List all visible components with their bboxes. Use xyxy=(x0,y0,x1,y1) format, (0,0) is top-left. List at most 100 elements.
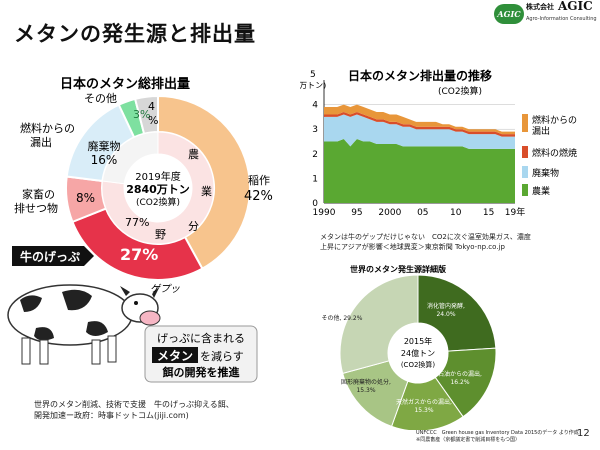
cow-pct: 27% xyxy=(120,245,158,264)
logo-brand: AGIC xyxy=(558,0,593,13)
world-slice-label: 消化管内発酵, xyxy=(427,302,465,310)
world-center-line-3: (CO2換算) xyxy=(401,360,436,369)
left-center-line-3: (CO2換算) xyxy=(136,196,180,208)
right-caption: メタンは牛のゲップだけじゃない CO2に次ぐ温室効果ガス、濃度 上昇にアジアが影… xyxy=(320,232,531,252)
world-center-line-1: 2015年 xyxy=(404,336,432,346)
trend-y-tick: 1 xyxy=(312,174,318,184)
legend-combustion: 燃料の燃焼 xyxy=(532,147,577,159)
trend-x-tick: 1990 xyxy=(313,208,336,218)
trend-area-農業 xyxy=(324,139,515,203)
outside-label-other: その他 xyxy=(84,92,117,105)
rice-label: 稲作 xyxy=(248,174,270,187)
trend-y-tick: 0 xyxy=(312,199,318,209)
inner-char-2: 業 xyxy=(201,185,212,198)
japan-methane-donut-panel: 日本のメタン総排出量 2019年度 2840万トン (CO2換算) 農 業 分 … xyxy=(7,76,273,383)
trend-x-tick: 2000 xyxy=(378,208,401,218)
waste-label: 廃棄物 xyxy=(88,139,121,153)
logo-mark-icon: AGIC xyxy=(494,4,524,24)
trend-area-燃料の燃焼 xyxy=(324,111,515,137)
livestock-waste-pct: 8% xyxy=(76,191,95,205)
japan-methane-trend-chart: 日本のメタン排出量の推移 (CO2換算) 5 (万トン) 0 1 2 3 4 1990 9… xyxy=(300,68,577,218)
callout-line-2: を減らす xyxy=(200,349,244,363)
legend-waste: 廃棄物 xyxy=(532,167,559,179)
company-logo: AGIC 株式会社 AGIC Agro-Information Consulti… xyxy=(494,0,598,28)
left-caption-line-2: 開発加速ー政府：時事ドットコム(jiji.com) xyxy=(34,411,189,420)
left-caption-line-1: 世界のメタン削減、技術で支援 牛のげっぷ抑える餌、 xyxy=(34,400,234,409)
trend-x-tick: 19年 xyxy=(505,206,525,218)
callout-highlight: メタン xyxy=(157,349,193,363)
world-slice-label: 15.3% xyxy=(356,387,375,394)
trend-area-廃棄物 xyxy=(324,114,515,149)
logo-subtitle: Agro-Information Consulting xyxy=(526,16,597,22)
world-center xyxy=(388,323,448,383)
world-slice-label: 16.2% xyxy=(450,379,469,386)
inner-ring-pct: 77% xyxy=(125,216,149,229)
waste-pct: 16% xyxy=(91,153,118,167)
right-caption-line-2: 上昇にアジアが影響＜地球異変＞東京新聞 Tokyo-np.co.jp xyxy=(320,243,505,251)
donut-center xyxy=(124,154,192,222)
outside-label-fuel-2: 漏出 xyxy=(30,135,52,149)
right-caption-line-1: メタンは牛のゲップだけじゃない CO2に次ぐ温室効果ガス、濃度 xyxy=(320,233,531,241)
legend-swatch-agri xyxy=(522,184,528,196)
world-slice-label: 固形廃棄物の処分, xyxy=(341,378,391,386)
slide-title: メタンの発生源と排出量 xyxy=(14,22,256,46)
world-slice-label: 15.3% xyxy=(414,407,433,414)
outside-label-livestock-1: 家畜の xyxy=(22,187,55,201)
callout-highlight-bg xyxy=(152,347,198,363)
callout-box xyxy=(144,325,258,383)
world-slice-label: 24.0% xyxy=(436,311,455,318)
legend-swatch-fuel-leak xyxy=(522,114,528,132)
trend-y-top: 5 xyxy=(310,70,316,80)
world-center-line-2: 24億トン xyxy=(401,348,435,358)
trend-x-tick: 05 xyxy=(417,208,428,218)
trend-areas xyxy=(324,104,515,203)
legend-swatch-waste xyxy=(522,166,528,178)
other-pct-num: 4 xyxy=(148,100,155,113)
other-pct-sign: % xyxy=(148,114,158,127)
left-chart-title: 日本のメタン総排出量 xyxy=(60,76,190,92)
outside-label-fuel-1: 燃料からの xyxy=(20,121,75,135)
legend-agri: 農業 xyxy=(532,185,550,197)
world-slice-labels: 消化管内発酵,24.0%石油からの漏出,16.2%天然ガスからの漏出,15.3%… xyxy=(322,302,482,414)
footer-note-line-2: ※同農畜産（京都議定書で削減目標をもつ国） xyxy=(416,437,520,443)
inner-char-4: 野 xyxy=(155,228,166,241)
cow-illustration xyxy=(7,284,161,365)
inner-ring-other xyxy=(101,131,159,185)
rice-pct: 42% xyxy=(244,189,273,204)
trend-y-tick: 2 xyxy=(312,150,318,160)
logo-company: 株式会社 xyxy=(526,3,554,11)
trend-ylabel: (万トン) xyxy=(300,81,326,90)
outside-label-livestock-2: 排せつ物 xyxy=(14,201,58,215)
legend-swatch-combustion xyxy=(522,146,528,158)
footer-note-line-1: UNFCCC Green house gas Inventory Data 20… xyxy=(416,430,579,436)
trend-y-tick: 3 xyxy=(312,125,318,135)
trend-area-燃料からの漏出 xyxy=(324,104,515,135)
world-slice-label: 石油からの漏出, xyxy=(438,370,482,378)
trend-title: 日本のメタン排出量の推移 xyxy=(348,68,492,83)
trend-x-tick: 15 xyxy=(483,208,494,218)
callout-line-1: げっぷに含まれる xyxy=(157,331,245,345)
fuel-leak-pct: 3% xyxy=(133,108,150,121)
cow-label-tag xyxy=(12,246,94,266)
world-title: 世界のメタン発生源詳細版 xyxy=(350,264,446,274)
legend-fuel-leak-1: 燃料からの xyxy=(532,114,577,126)
world-slice-label: その他, 29.2% xyxy=(322,314,363,322)
left-center-line-1: 2019年度 xyxy=(135,170,180,183)
trend-x-ticks: 1990 95 2000 05 10 15 19年 xyxy=(313,206,526,218)
trend-y-tick: 4 xyxy=(312,101,318,111)
trend-legend: 燃料からの 漏出 燃料の燃焼 廃棄物 農業 xyxy=(522,114,577,197)
legend-fuel-leak-2: 漏出 xyxy=(532,125,550,137)
outside-label-cow: 牛のげっぷ xyxy=(20,249,80,264)
page-number: 12 xyxy=(577,428,590,439)
world-methane-donut: 世界のメタン発生源詳細版 2015年 24億トン (CO2換算) 消化管内発酵,… xyxy=(322,264,497,430)
footer-note: UNFCCC Green house gas Inventory Data 20… xyxy=(416,430,579,444)
left-caption: 世界のメタン削減、技術で支援 牛のげっぷ抑える餌、 開発加速ー政府：時事ドットコ… xyxy=(34,399,234,421)
trend-x-tick: 95 xyxy=(351,208,362,218)
world-slices xyxy=(339,274,497,430)
inner-char-3: 分 xyxy=(188,220,199,233)
trend-x-tick: 10 xyxy=(450,208,462,218)
trend-subtitle: (CO2換算) xyxy=(438,85,482,97)
burp-text: ゲプッ xyxy=(150,283,180,295)
callout-line-3: 餌の開発を推進 xyxy=(162,365,241,379)
inner-char-1: 農 xyxy=(188,147,199,161)
